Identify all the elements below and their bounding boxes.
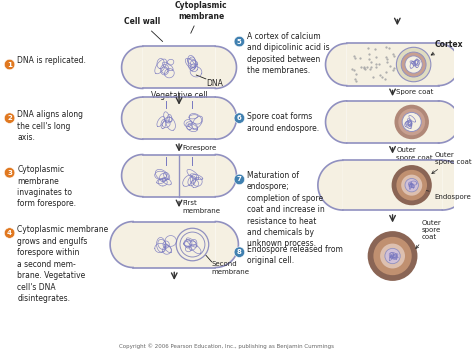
Text: Cortex: Cortex: [431, 40, 463, 55]
Text: Cell wall: Cell wall: [124, 17, 163, 42]
Wedge shape: [110, 221, 133, 267]
Circle shape: [368, 231, 418, 281]
Text: DNA aligns along
the cell's long
axis.: DNA aligns along the cell's long axis.: [17, 110, 83, 142]
Text: 4: 4: [7, 230, 12, 236]
Circle shape: [398, 109, 425, 135]
Bar: [133, 221, 215, 267]
Wedge shape: [215, 46, 237, 88]
Text: Maturation of
endospore;
completion of spore
coat and increase in
resistance to : Maturation of endospore; completion of s…: [247, 171, 325, 248]
Wedge shape: [442, 160, 467, 210]
Circle shape: [234, 113, 245, 124]
Text: 7: 7: [237, 177, 242, 182]
Text: Forespore: Forespore: [183, 145, 217, 151]
Circle shape: [402, 112, 421, 132]
Text: Spore coat forms
around endospore.: Spore coat forms around endospore.: [247, 112, 319, 133]
Text: Outer
spore coat: Outer spore coat: [396, 147, 433, 161]
Text: 8: 8: [237, 249, 242, 255]
Text: 1: 1: [7, 62, 12, 68]
Bar: [143, 46, 215, 88]
Circle shape: [374, 237, 412, 275]
Circle shape: [385, 248, 400, 264]
Text: Cytoplasmic membrane
grows and engulfs
forespore within
a second mem-
brane. Veg: Cytoplasmic membrane grows and engulfs f…: [17, 225, 109, 303]
Bar: [346, 43, 438, 85]
Wedge shape: [122, 46, 143, 88]
Text: DNA: DNA: [206, 79, 223, 88]
Text: A cortex of calcium
and dipicolinic acid is
deposited between
the membranes.: A cortex of calcium and dipicolinic acid…: [247, 32, 329, 75]
Circle shape: [401, 52, 426, 77]
Circle shape: [396, 170, 427, 200]
Circle shape: [405, 178, 419, 192]
Text: Cytoplasmic
membrane: Cytoplasmic membrane: [175, 1, 228, 33]
Circle shape: [234, 247, 245, 257]
Text: 2: 2: [7, 115, 12, 121]
Circle shape: [4, 167, 15, 178]
Text: Vegetative cell: Vegetative cell: [151, 91, 208, 100]
Text: 3: 3: [7, 170, 12, 176]
Wedge shape: [122, 155, 143, 197]
Wedge shape: [215, 97, 237, 139]
Text: Second
membrane: Second membrane: [211, 261, 250, 274]
Circle shape: [405, 56, 422, 73]
Bar: [346, 101, 438, 143]
Text: Outer
spore
coat: Outer spore coat: [416, 220, 441, 248]
Text: Cytoplasmic
membrane
invaginates to
form forespore.: Cytoplasmic membrane invaginates to form…: [17, 165, 76, 208]
Bar: [143, 155, 215, 197]
Text: Spore coat: Spore coat: [396, 89, 434, 95]
Circle shape: [394, 105, 429, 139]
Bar: [343, 160, 442, 210]
Text: Outer
spore coat: Outer spore coat: [432, 152, 471, 173]
Wedge shape: [326, 43, 346, 85]
Circle shape: [176, 228, 209, 261]
Text: 6: 6: [237, 115, 242, 121]
Circle shape: [392, 165, 432, 205]
Wedge shape: [326, 101, 346, 143]
Text: 5: 5: [237, 38, 242, 44]
Circle shape: [4, 228, 15, 238]
Circle shape: [396, 47, 431, 82]
Circle shape: [234, 36, 245, 47]
Wedge shape: [215, 155, 237, 197]
Circle shape: [180, 232, 205, 257]
Circle shape: [4, 113, 15, 124]
Text: First
membrane: First membrane: [183, 200, 221, 214]
Text: Copyright © 2006 Pearson Education, Inc., publishing as Benjamin Cummings: Copyright © 2006 Pearson Education, Inc.…: [119, 343, 335, 349]
Circle shape: [4, 59, 15, 70]
Text: Endospore released from
original cell.: Endospore released from original cell.: [247, 245, 343, 265]
Wedge shape: [122, 97, 143, 139]
Wedge shape: [438, 43, 460, 85]
Wedge shape: [215, 221, 238, 267]
Circle shape: [380, 244, 405, 268]
Circle shape: [234, 174, 245, 185]
Bar: [143, 97, 215, 139]
Circle shape: [401, 175, 422, 196]
Wedge shape: [438, 101, 460, 143]
Wedge shape: [318, 160, 343, 210]
Text: DNA is replicated.: DNA is replicated.: [17, 56, 86, 65]
Text: Endospore: Endospore: [423, 189, 472, 200]
